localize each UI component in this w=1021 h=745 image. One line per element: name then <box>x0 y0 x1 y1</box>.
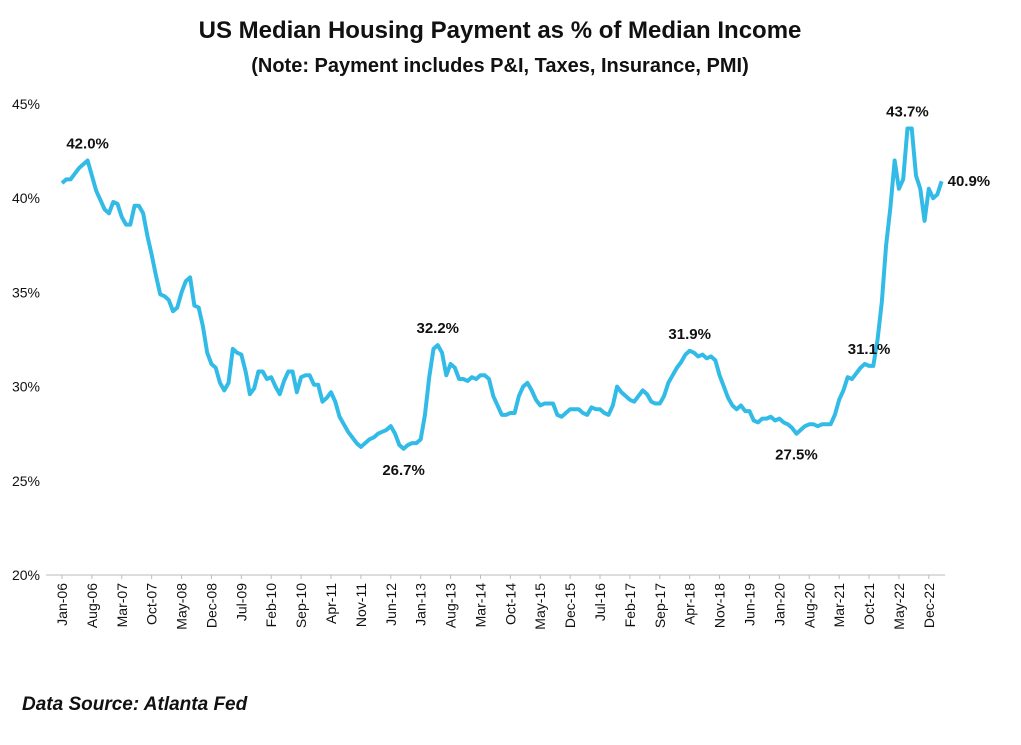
x-tick-label: Mar-21 <box>831 583 847 628</box>
x-tick-label: Nov-18 <box>712 583 728 628</box>
x-tick-label: Dec-08 <box>203 583 219 628</box>
x-tick-label: May-15 <box>532 583 548 630</box>
x-tick-label: Aug-06 <box>84 583 100 628</box>
x-tick-label: Jul-16 <box>592 583 608 621</box>
x-tick-label: Apr-11 <box>323 583 339 624</box>
x-tick-label: Mar-14 <box>472 583 488 628</box>
x-tick-label: Jan-13 <box>413 583 429 626</box>
data-label: 27.5% <box>775 447 818 464</box>
y-tick-label: 30% <box>12 379 40 395</box>
x-tick-label: Feb-17 <box>622 583 638 628</box>
y-tick-label: 35% <box>12 284 40 300</box>
x-tick-label: Sep-10 <box>293 583 309 628</box>
x-tick-label: Aug-13 <box>443 583 459 628</box>
data-label: 43.7% <box>886 103 929 120</box>
x-tick-label: Jan-06 <box>54 583 70 626</box>
data-label: 32.2% <box>416 320 459 337</box>
x-tick-label: Jul-09 <box>233 583 249 621</box>
x-tick-label: Apr-18 <box>682 583 698 625</box>
x-tick-label: Oct-07 <box>144 583 160 625</box>
source-note: Data Source: Atlanta Fed <box>22 694 248 715</box>
x-tick-label: May-08 <box>174 583 190 630</box>
x-tick-label: May-22 <box>891 583 907 630</box>
y-tick-label: 20% <box>12 567 40 583</box>
data-label: 42.0% <box>66 136 109 153</box>
x-tick-label: Dec-22 <box>921 583 937 628</box>
data-label: 40.9% <box>948 173 991 190</box>
y-tick-label: 40% <box>12 190 40 206</box>
x-tick-label: Jan-20 <box>771 583 787 626</box>
y-tick-label: 45% <box>12 96 40 112</box>
line-series <box>60 126 944 451</box>
x-tick-label: Mar-07 <box>114 583 130 628</box>
x-tick-label: Oct-21 <box>861 583 877 625</box>
x-tick-label: Aug-20 <box>801 583 817 628</box>
x-tick-label: Oct-14 <box>502 583 518 625</box>
data-label: 31.1% <box>848 341 891 358</box>
chart-title: US Median Housing Payment as % of Median… <box>199 17 802 44</box>
x-tick-label: Feb-10 <box>263 583 279 628</box>
x-tick-label: Jun-12 <box>383 583 399 626</box>
x-tick-label: Jun-19 <box>741 583 757 626</box>
x-tick-label: Sep-17 <box>652 583 668 628</box>
chart-subtitle: (Note: Payment includes P&I, Taxes, Insu… <box>251 55 749 77</box>
data-label: 31.9% <box>668 326 711 343</box>
data-label: 26.7% <box>382 462 425 479</box>
y-tick-label: 25% <box>12 473 40 489</box>
x-tick-label: Nov-11 <box>353 583 369 627</box>
x-tick-label: Dec-15 <box>562 583 578 628</box>
